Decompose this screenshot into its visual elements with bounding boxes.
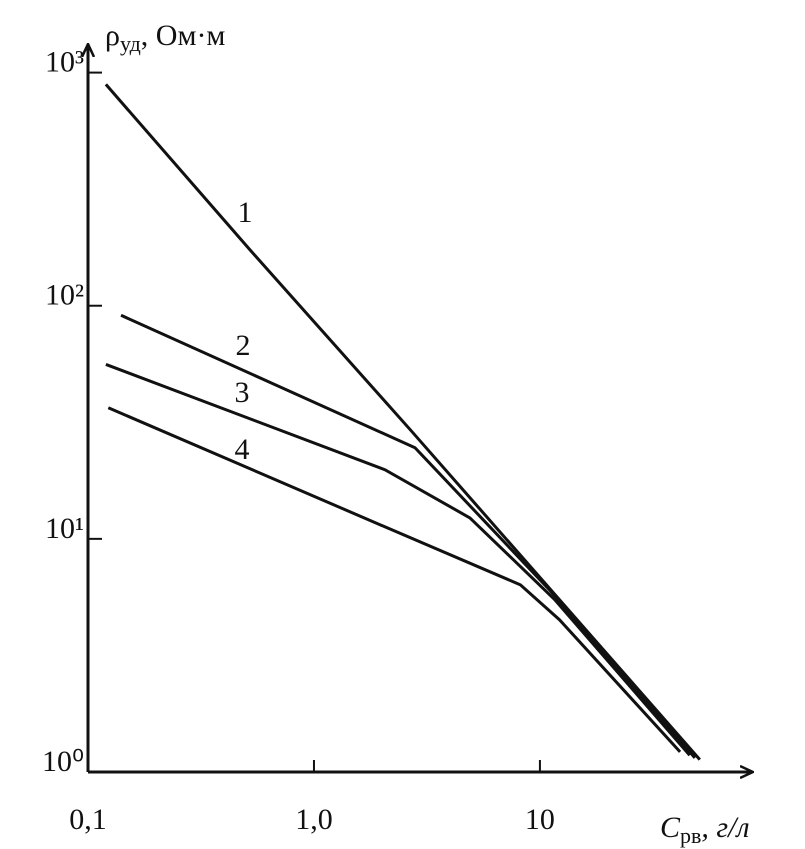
y-label-symbol: ρ (105, 19, 120, 52)
y-label-unit: , Ом·м (141, 19, 226, 52)
series-label: 3 (235, 376, 250, 409)
y-tick-label: 10² (45, 279, 84, 312)
x-label-subscript: рв (680, 823, 701, 848)
y-tick-label: 10³ (45, 45, 84, 78)
series-label: 2 (236, 329, 251, 362)
x-label-unit: , г/л (701, 811, 749, 844)
series-line (107, 406, 682, 753)
y-tick-label: 10⁰ (42, 745, 84, 778)
series-line (105, 363, 691, 757)
y-label-subscript: уд (120, 31, 141, 56)
series-line (120, 313, 697, 759)
y-tick-label: 10¹ (45, 512, 84, 545)
x-tick-label: 10 (525, 803, 555, 836)
x-tick-label: 0,1 (69, 803, 107, 836)
x-tick-label: 1,0 (295, 803, 333, 836)
y-axis-label: ρуд, Ом·м (105, 19, 225, 56)
series-label: 4 (235, 433, 250, 466)
series-label: 1 (238, 196, 253, 229)
x-axis-label: Cрв, г/л (660, 811, 750, 848)
x-label-symbol: C (660, 811, 681, 844)
